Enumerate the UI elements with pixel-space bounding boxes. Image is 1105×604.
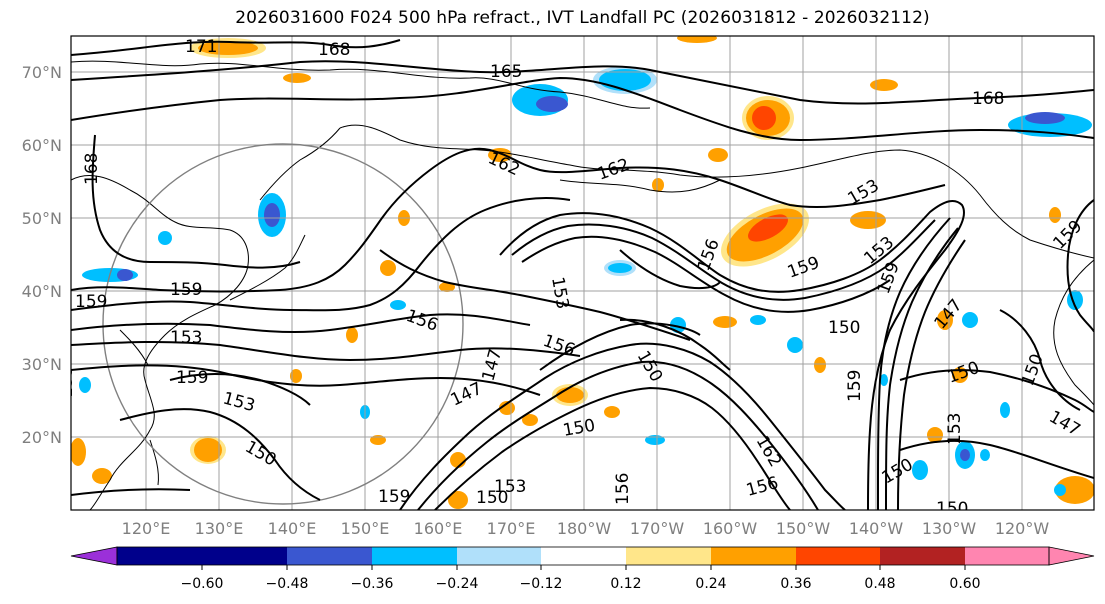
coastlines: [71, 60, 1094, 510]
colorbar-tick-label: 0.48: [864, 576, 895, 592]
contour-label: 159: [845, 370, 865, 402]
contour-label: 168: [972, 89, 1004, 109]
lon-label: 120°W: [995, 519, 1050, 538]
lat-label: 70°N: [22, 63, 62, 82]
colorbar-tick-label: −0.24: [436, 576, 479, 592]
colorbar-segment: [457, 547, 541, 565]
contour-label: 168: [318, 40, 350, 60]
contour-label: 153: [57, 366, 77, 398]
contour-label: 156: [613, 473, 633, 505]
colorbar: −0.60 −0.48 −0.36 −0.24 −0.12 0.12 0.24 …: [70, 546, 1095, 592]
colorbar-tick-label: −0.48: [266, 576, 309, 592]
colorbar-tick-label: −0.12: [520, 576, 563, 592]
colorbar-tick-label: −0.60: [181, 576, 224, 592]
contour-label: 168: [82, 153, 102, 185]
colorbar-segment: [880, 547, 965, 565]
contour-label: 153: [170, 328, 202, 348]
contour-label: 159: [170, 280, 202, 300]
colorbar-tick-label: 0.12: [610, 576, 641, 592]
lon-label: 160°W: [703, 519, 758, 538]
contour-label: 153: [945, 413, 965, 445]
longitude-axis: 120°E 130°E 140°E 150°E 160°E 170°E 180°…: [122, 519, 1050, 538]
colorbar-tick-labels: −0.60 −0.48 −0.36 −0.24 −0.12 0.12 0.24 …: [181, 576, 981, 592]
refractivity-contours: [71, 39, 1094, 510]
lat-label: 40°N: [22, 282, 62, 301]
lon-label: 170°W: [630, 519, 685, 538]
contour-label: 150: [936, 499, 968, 519]
lon-label: 120°E: [122, 519, 171, 538]
colorbar-max-extend: [1048, 546, 1095, 566]
lat-label: 20°N: [22, 428, 62, 447]
colorbar-segment: [626, 547, 711, 565]
contour-label: 159: [176, 368, 208, 388]
colorbar-segment: [287, 547, 372, 565]
colorbar-segment: [711, 547, 796, 565]
lat-label: 30°N: [22, 355, 62, 374]
colorbar-tick-label: 0.36: [780, 576, 811, 592]
colorbar-ticks: [201, 565, 966, 570]
colorbar-segment: [796, 547, 880, 565]
contour-label: 171: [185, 37, 217, 57]
contour-label: 150: [828, 318, 860, 338]
colorbar-segment: [372, 547, 457, 565]
colorbar-outline: [116, 546, 1050, 566]
contour-label: 165: [490, 62, 522, 82]
lat-label: 60°N: [22, 136, 62, 155]
plot-border: [70, 35, 1095, 511]
contour-label: 159: [378, 487, 410, 507]
lon-label: 130°W: [922, 519, 977, 538]
colorbar-tick-label: 0.60: [949, 576, 980, 592]
positive-anomaly-shading: [71, 36, 1094, 509]
lon-label: 170°E: [487, 519, 536, 538]
contour-label: 159: [75, 292, 107, 312]
lon-label: 140°W: [849, 519, 904, 538]
lat-label: 50°N: [22, 209, 62, 228]
lon-label: 180°W: [557, 519, 612, 538]
colorbar-tick-label: 0.24: [695, 576, 726, 592]
contour-label: 150: [476, 488, 508, 508]
latitude-axis: 70°N 60°N 50°N 40°N 30°N 20°N: [22, 63, 62, 447]
lon-label: 150°E: [341, 519, 390, 538]
lon-label: 130°E: [195, 519, 244, 538]
highlight-circle: [102, 143, 464, 505]
map-title: 2026031600 F024 500 hPa refract., IVT La…: [235, 8, 930, 28]
contour-labels: 171 168 165 168 168 162 162 159 159 153 …: [57, 37, 1086, 519]
contour-label: 153: [494, 477, 526, 497]
lon-label: 150°W: [776, 519, 831, 538]
colorbar-segment: [117, 547, 202, 565]
colorbar-segment: [541, 547, 626, 565]
colorbar-segment: [202, 547, 287, 565]
colorbar-min-extend: [70, 546, 118, 566]
lon-label: 160°E: [414, 519, 463, 538]
colorbar-segment: [965, 547, 1049, 565]
plot-area: [71, 36, 1094, 510]
lon-label: 140°E: [268, 519, 317, 538]
colorbar-tick-label: −0.36: [351, 576, 394, 592]
